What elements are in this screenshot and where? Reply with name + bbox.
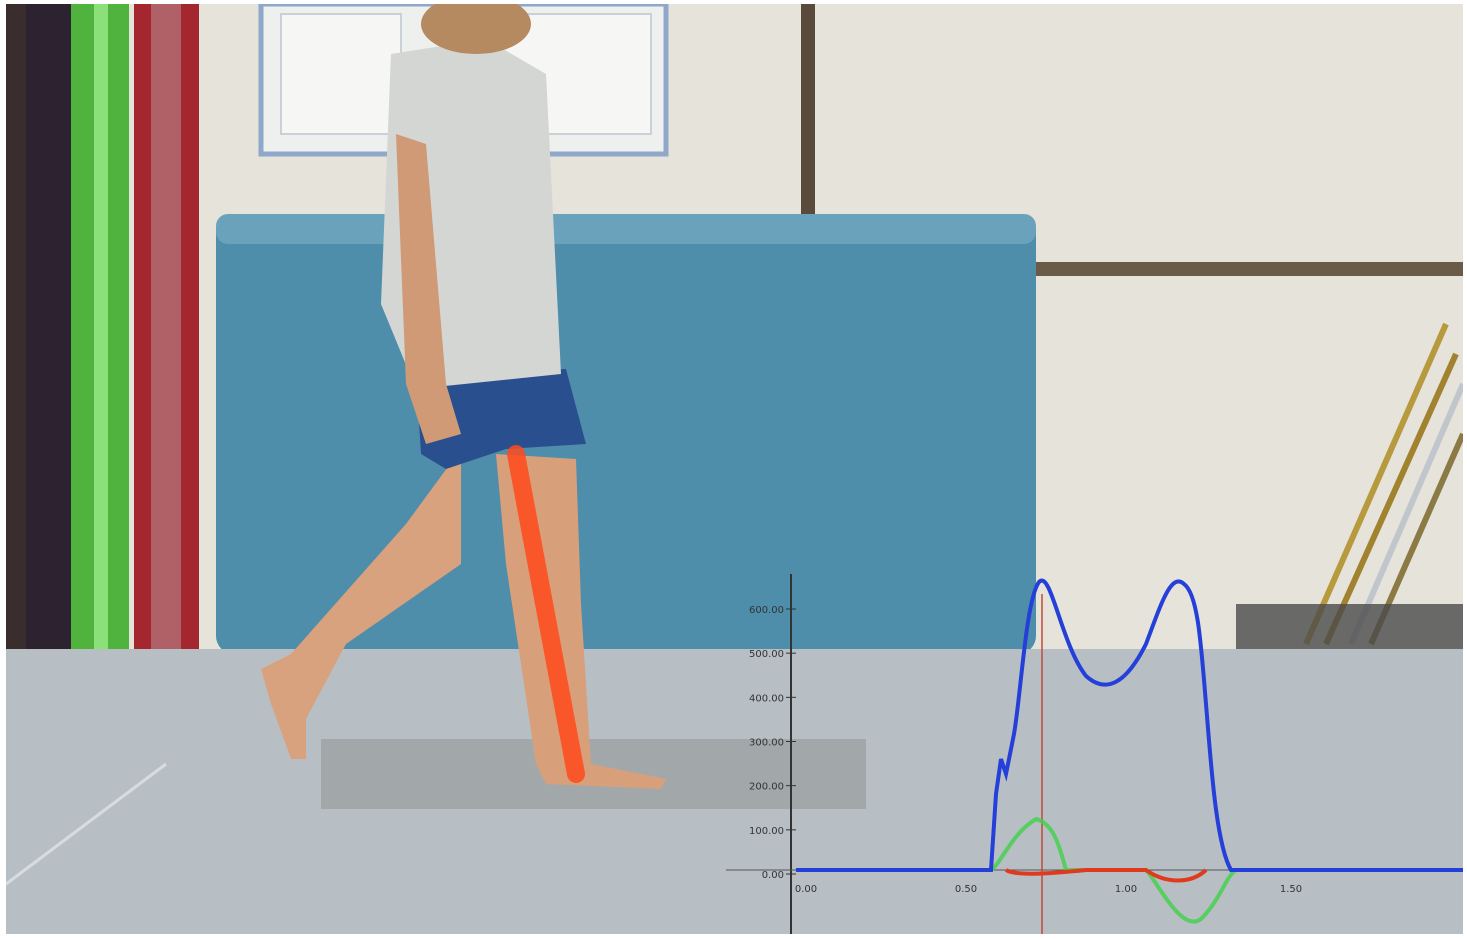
pole-dark [6, 4, 26, 654]
banner-red [134, 4, 199, 659]
head [421, 4, 531, 54]
y-tick-label: 200.00 [749, 782, 784, 793]
y-tick-label: 500.00 [749, 649, 784, 660]
video-frame: 600.00 500.00 400.00 300.00 200.00 100.00 0.00… [6, 4, 1463, 934]
x-tick-label: 0.50 [955, 884, 977, 895]
notice-paper [280, 13, 402, 135]
x-tick-label: 1.50 [1280, 884, 1302, 895]
floor-line [6, 762, 167, 886]
anteroposterior-force-curve [1004, 868, 1208, 883]
scene-canvas: 600.00 500.00 400.00 300.00 200.00 100.00 0.00… [6, 4, 1463, 934]
banner-stripe [151, 4, 181, 659]
back-leg [261, 449, 461, 759]
shorts [416, 369, 586, 469]
y-tick-label: 0.00 [762, 870, 784, 881]
arm [396, 134, 461, 444]
x-tick-label: 0.00 [795, 884, 817, 895]
pole-green-light [94, 4, 108, 659]
x-tick-labels: 0.00 0.50 1.00 1.50 [795, 884, 1302, 895]
wall-post [801, 4, 815, 214]
shank-segment-overlay [507, 445, 585, 783]
gym-mat-shade [216, 214, 1036, 244]
vertical-force-curve [796, 578, 1463, 872]
wall-rail [1026, 262, 1463, 276]
y-tick-label: 600.00 [749, 605, 784, 616]
y-tick-label: 100.00 [749, 826, 784, 837]
force-graph-overlay: 600.00 500.00 400.00 300.00 200.00 100.00 0.00… [726, 574, 1463, 934]
y-tick-label: 300.00 [749, 738, 784, 749]
gym-mat [216, 214, 1036, 654]
x-tick-label: 1.00 [1115, 884, 1137, 895]
y-tick-label: 400.00 [749, 693, 784, 704]
pole-dark [26, 4, 71, 654]
y-tick-labels: 600.00 500.00 400.00 300.00 200.00 100.00 0.00 [749, 605, 796, 881]
